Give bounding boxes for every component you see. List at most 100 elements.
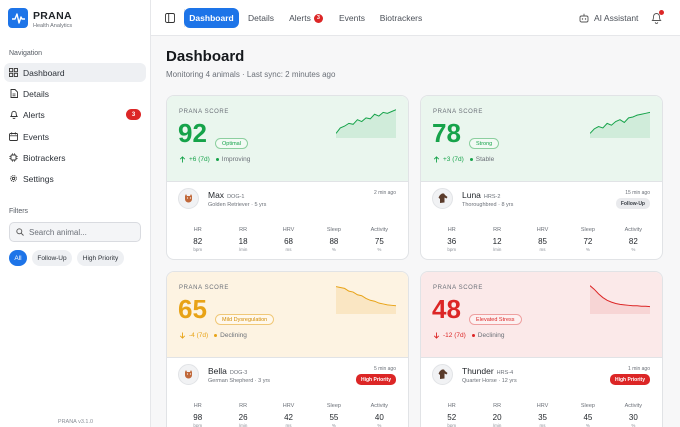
- trend-status: Stable: [469, 156, 494, 163]
- metric-unit: %: [377, 247, 382, 252]
- trend-row: -12 (7d) Declining: [433, 332, 505, 339]
- priority-tag: Follow-Up: [615, 198, 650, 209]
- animal-card[interactable]: PRANA SCORE 65 Mild Dysregulation -4 (7d) De…: [166, 271, 409, 427]
- animal-info: Luna HRS-2 Thoroughbred · 8 yrs 15 min ago F…: [421, 183, 662, 223]
- trend-delta: -4 (7d): [179, 332, 208, 339]
- metric-sleep: Sleep 45%: [565, 403, 610, 427]
- metric-label: Sleep: [580, 227, 595, 233]
- vitals-metrics: HR 52 bpm RR 20/min HRV 35 ms Sleep 45% Activity 30…: [429, 403, 656, 427]
- filter-chip-high-priority[interactable]: High Priority: [77, 250, 124, 266]
- robot-icon: [579, 13, 589, 23]
- tab-biotrackers[interactable]: Biotrackers: [379, 13, 423, 23]
- animal-breed: Thoroughbred · 8 yrs: [462, 202, 514, 208]
- score-sparkline: [590, 285, 650, 314]
- metric-rr: RR 12/min: [474, 227, 519, 257]
- score-label: PRANA SCORE: [433, 285, 483, 291]
- page-title: Dashboard: [166, 48, 245, 65]
- ai-assistant-button[interactable]: AI Assistant: [579, 11, 638, 25]
- arrow-down-icon: [433, 332, 440, 339]
- bell-icon: [651, 13, 662, 24]
- avatar: [432, 364, 453, 385]
- animal-id: DOG-3: [229, 370, 248, 376]
- document-icon: [9, 89, 18, 98]
- sidebar-item-label: Alerts: [23, 109, 45, 120]
- sidebar-toggle-button[interactable]: [163, 11, 176, 24]
- trend-status: Declining: [471, 332, 505, 339]
- metric-unit: %: [331, 247, 336, 252]
- last-sync-time: 15 min ago: [625, 190, 650, 196]
- filter-chip-follow-up[interactable]: Follow-Up: [32, 250, 72, 266]
- metric-label: Activity: [624, 227, 643, 233]
- metric-value: 26: [238, 413, 248, 422]
- metric-rr: RR 26/min: [220, 403, 265, 427]
- metric-value: 55: [329, 413, 339, 422]
- gear-icon: [9, 174, 18, 183]
- tab-dashboard[interactable]: Dashboard: [184, 8, 239, 28]
- sidebar-item-biotrackers[interactable]: Biotrackers: [4, 148, 146, 167]
- metric-label: HR: [193, 403, 202, 409]
- tab-alerts[interactable]: Alerts 3: [284, 8, 328, 28]
- search-animal-input[interactable]: [29, 227, 139, 237]
- calendar-icon: [9, 132, 18, 141]
- score-panel: PRANA SCORE 78 Strong +3 (7d) Stable: [421, 96, 662, 182]
- notifications-button[interactable]: [651, 10, 664, 24]
- animal-info: Max DOG-1 Golden Retriever · 5 yrs 2 min ag…: [167, 183, 408, 223]
- metric-label: HRV: [536, 403, 549, 409]
- animal-id: HRS-2: [483, 194, 501, 200]
- tab-details[interactable]: Details: [248, 13, 274, 23]
- animal-card[interactable]: PRANA SCORE 78 Strong +3 (7d) Stable Luna HRS-…: [420, 95, 663, 260]
- animal-name: Bella DOG-3: [208, 366, 248, 376]
- trend-delta: -12 (7d): [433, 332, 466, 339]
- metric-label: Activity: [370, 403, 389, 409]
- sparkline-line: [336, 109, 396, 134]
- alerts-count-badge: 3: [126, 109, 141, 120]
- sidebar-item-events[interactable]: Events: [4, 127, 146, 146]
- animal-name: Thunder HRS-4: [462, 366, 514, 376]
- vitals-metrics: HR 98 bpm RR 26/min HRV 42 ms Sleep 55% Activity 40…: [175, 403, 402, 427]
- metric-unit: %: [585, 247, 590, 252]
- filter-chip-all[interactable]: All: [9, 250, 27, 266]
- metric-unit: ms: [539, 423, 546, 427]
- score-value: 48: [432, 294, 461, 324]
- bell-icon: [9, 110, 18, 119]
- metric-unit: ms: [539, 247, 546, 252]
- ai-assistant-label: AI Assistant: [594, 13, 639, 23]
- avatar: [432, 188, 453, 209]
- metric-hr: HR 98 bpm: [175, 403, 220, 427]
- status-dot: [469, 158, 473, 161]
- brand-name: PRANA: [33, 10, 72, 22]
- animal-info: Bella DOG-3 German Shepherd · 3 yrs 5 min a…: [167, 359, 408, 399]
- animal-name: Luna HRS-2: [462, 190, 501, 200]
- arrow-up-icon: [433, 156, 440, 163]
- animal-card[interactable]: PRANA SCORE 48 Elevated Stress -12 (7d) Decl…: [420, 271, 663, 427]
- metric-unit: bpm: [447, 247, 457, 252]
- metric-unit: %: [631, 423, 636, 427]
- metric-hrv: HRV 42 ms: [266, 403, 311, 427]
- metric-label: Activity: [370, 227, 389, 233]
- status-dot: [471, 334, 475, 337]
- score-value: 78: [432, 118, 461, 148]
- animal-card[interactable]: PRANA SCORE 92 Optimal +6 (7d) Improving Max D…: [166, 95, 409, 260]
- sidebar-item-alerts[interactable]: Alerts 3: [4, 105, 146, 124]
- sidebar-item-details[interactable]: Details: [4, 84, 146, 103]
- trend-delta: +3 (7d): [433, 156, 464, 163]
- brand-subtitle: Health Analytics: [33, 23, 73, 29]
- dog-icon: [184, 194, 192, 203]
- metric-value: 52: [447, 413, 457, 422]
- sidebar-item-dashboard[interactable]: Dashboard: [4, 63, 146, 82]
- metric-label: HR: [447, 403, 456, 409]
- logo-pulse-icon: [8, 8, 28, 28]
- metric-hr: HR 52 bpm: [429, 403, 474, 427]
- avatar: [178, 364, 199, 385]
- sidebar: PRANA Health Analytics Navigation Dashbo…: [0, 0, 151, 427]
- top-bar: Dashboard Details Alerts 3 Events Biotra…: [151, 0, 680, 36]
- metric-label: HRV: [282, 403, 295, 409]
- metric-unit: /min: [492, 423, 502, 427]
- metric-value: 35: [538, 413, 547, 422]
- last-sync-time: 1 min ago: [628, 366, 650, 372]
- sidebar-item-settings[interactable]: Settings: [4, 169, 146, 188]
- sidebar-item-label: Details: [23, 88, 49, 99]
- nav-heading: Navigation: [9, 50, 43, 57]
- metric-value: 30: [628, 413, 638, 422]
- tab-events[interactable]: Events: [339, 13, 365, 23]
